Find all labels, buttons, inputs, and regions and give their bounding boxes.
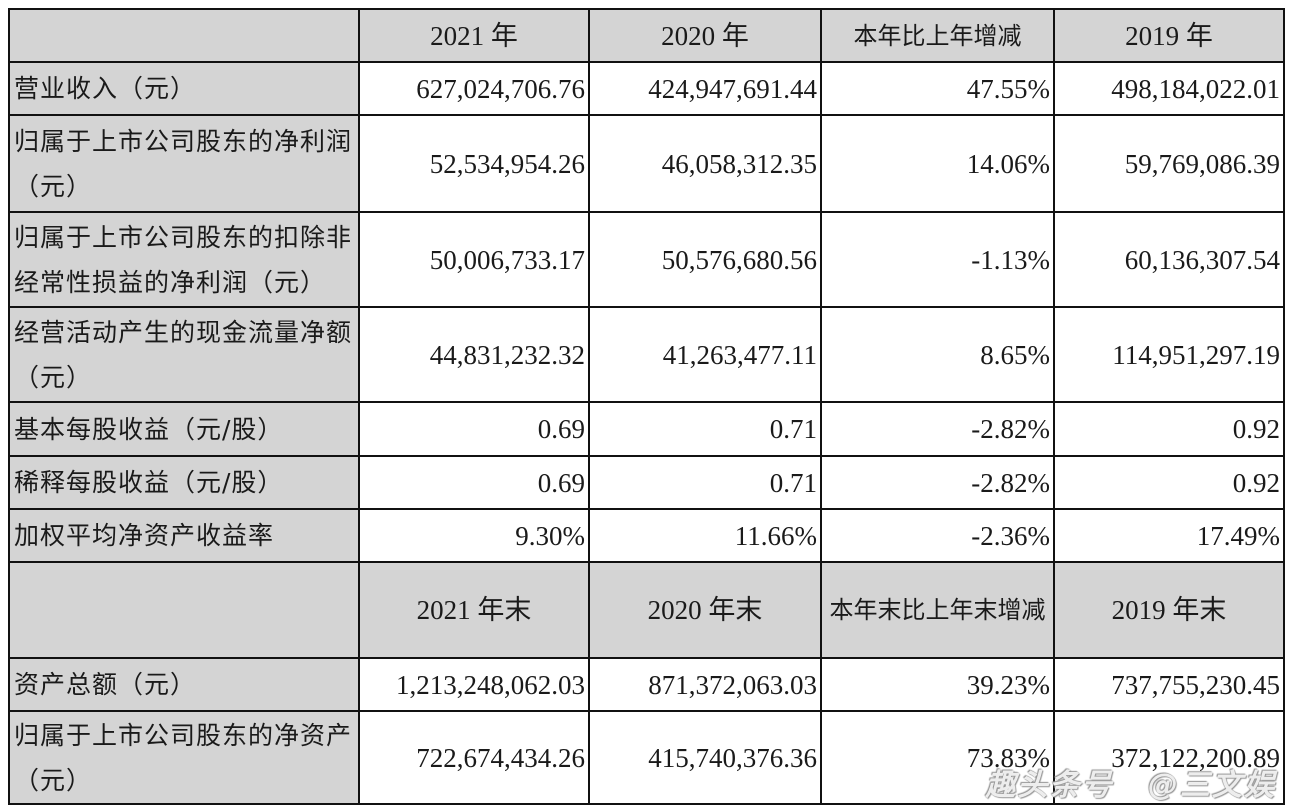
cell-2019-year-end: 372,122,200.89 [1053, 710, 1285, 805]
cell-2021: 52,534,954.26 [358, 114, 590, 213]
cell-yoy-change: -2.82% [820, 401, 1055, 457]
table-row-total-assets: 资产总额（元） 1,213,248,062.03 871,372,063.03 … [8, 657, 1285, 712]
table-row-diluted-eps: 稀释每股收益（元/股） 0.69 0.71 -2.82% 0.92 [8, 455, 1285, 510]
cell-2021: 50,006,733.17 [358, 211, 590, 308]
financial-summary-table: 2021 年 2020 年 本年比上年增减 2019 年 营业收入（元） 627… [8, 8, 1285, 805]
table-row-operating-cash-flow: 经营活动产生的现金流量净额（元） 44,831,232.32 41,263,47… [8, 306, 1285, 403]
row-label: 经营活动产生的现金流量净额（元） [8, 306, 360, 403]
header-corner-cell [8, 8, 360, 63]
table-row-basic-eps: 基本每股收益（元/股） 0.69 0.71 -2.82% 0.92 [8, 401, 1285, 457]
cell-2020: 46,058,312.35 [588, 114, 822, 213]
cell-2020-year-end: 871,372,063.03 [588, 657, 822, 712]
cell-2019: 0.92 [1053, 455, 1285, 510]
cell-yoy-change: -1.13% [820, 211, 1055, 308]
financial-summary-table-wrapper: 2021 年 2020 年 本年比上年增减 2019 年 营业收入（元） 627… [8, 8, 1285, 805]
cell-2019-year-end: 737,755,230.45 [1053, 657, 1285, 712]
row-label: 归属于上市公司股东的净资产（元） [8, 710, 360, 805]
cell-2020: 41,263,477.11 [588, 306, 822, 403]
table-row-net-profit: 归属于上市公司股东的净利润（元） 52,534,954.26 46,058,31… [8, 114, 1285, 213]
table-row-revenue: 营业收入（元） 627,024,706.76 424,947,691.44 47… [8, 61, 1285, 116]
header-row-year-end: 2021 年末 2020 年末 本年末比上年末增减 2019 年末 [8, 561, 1285, 659]
header-corner-cell [8, 561, 360, 659]
table-row-net-profit-excl-nonrecurring: 归属于上市公司股东的扣除非经常性损益的净利润（元） 50,006,733.17 … [8, 211, 1285, 308]
cell-2019: 498,184,022.01 [1053, 61, 1285, 116]
header-2019-year-end: 2019 年末 [1053, 561, 1285, 659]
cell-2020-year-end: 415,740,376.36 [588, 710, 822, 805]
cell-2021: 627,024,706.76 [358, 61, 590, 116]
cell-2019: 114,951,297.19 [1053, 306, 1285, 403]
header-2021: 2021 年 [358, 8, 590, 63]
header-row-annual: 2021 年 2020 年 本年比上年增减 2019 年 [8, 8, 1285, 63]
cell-2020: 0.71 [588, 401, 822, 457]
row-label: 归属于上市公司股东的净利润（元） [8, 114, 360, 213]
cell-2021-year-end: 722,674,434.26 [358, 710, 590, 805]
cell-2021: 0.69 [358, 401, 590, 457]
cell-2020: 424,947,691.44 [588, 61, 822, 116]
cell-2021-year-end: 1,213,248,062.03 [358, 657, 590, 712]
row-label: 资产总额（元） [8, 657, 360, 712]
row-label: 加权平均净资产收益率 [8, 508, 360, 563]
table-row-net-assets: 归属于上市公司股东的净资产（元） 722,674,434.26 415,740,… [8, 710, 1285, 805]
cell-yoy-change: 47.55% [820, 61, 1055, 116]
header-year-end-change: 本年末比上年末增减 [820, 561, 1055, 659]
table-row-weighted-roe: 加权平均净资产收益率 9.30% 11.66% -2.36% 17.49% [8, 508, 1285, 563]
cell-2019: 17.49% [1053, 508, 1285, 563]
cell-2020: 50,576,680.56 [588, 211, 822, 308]
cell-2019: 60,136,307.54 [1053, 211, 1285, 308]
header-2021-year-end: 2021 年末 [358, 561, 590, 659]
cell-2020: 11.66% [588, 508, 822, 563]
cell-year-end-change: 73.83% [820, 710, 1055, 805]
row-label: 稀释每股收益（元/股） [8, 455, 360, 510]
cell-yoy-change: 14.06% [820, 114, 1055, 213]
cell-2020: 0.71 [588, 455, 822, 510]
header-yoy-change: 本年比上年增减 [820, 8, 1055, 63]
cell-yoy-change: 8.65% [820, 306, 1055, 403]
cell-2019: 0.92 [1053, 401, 1285, 457]
cell-2021: 9.30% [358, 508, 590, 563]
header-2019: 2019 年 [1053, 8, 1285, 63]
row-label: 营业收入（元） [8, 61, 360, 116]
header-2020-year-end: 2020 年末 [588, 561, 822, 659]
cell-2019: 59,769,086.39 [1053, 114, 1285, 213]
row-label: 基本每股收益（元/股） [8, 401, 360, 457]
cell-2021: 0.69 [358, 455, 590, 510]
row-label: 归属于上市公司股东的扣除非经常性损益的净利润（元） [8, 211, 360, 308]
cell-year-end-change: 39.23% [820, 657, 1055, 712]
cell-yoy-change: -2.82% [820, 455, 1055, 510]
header-2020: 2020 年 [588, 8, 822, 63]
cell-2021: 44,831,232.32 [358, 306, 590, 403]
cell-yoy-change: -2.36% [820, 508, 1055, 563]
